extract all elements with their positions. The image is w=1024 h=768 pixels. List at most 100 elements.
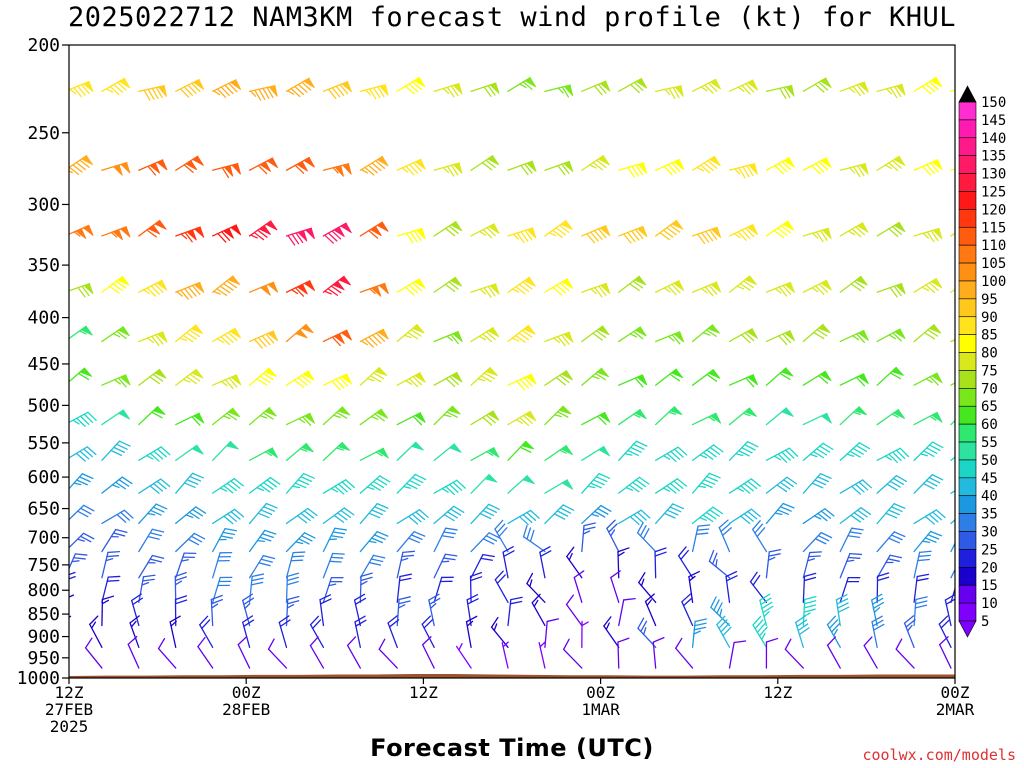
barb-feather [747,510,758,520]
barb-pennant [231,163,241,175]
wind-barb [637,617,657,648]
terrain-fill [69,674,955,678]
barb-feather [849,531,862,535]
colorbar-swatch [958,388,977,407]
wind-barb [765,407,794,426]
wind-barb [101,509,134,525]
barb-feather [188,511,200,520]
barb-feather [408,479,421,487]
barb-feather [360,340,368,346]
wind-barb [688,570,700,603]
barb-feather [191,472,204,479]
barb-pennant [296,283,308,295]
barb-feather [688,575,696,582]
barb-feather [332,167,339,174]
barb-feather [243,597,255,606]
barb-feather [179,337,188,342]
wind-barb [691,226,722,245]
barb-feather [624,452,633,456]
barb-feather [186,376,197,385]
x-tick-label: 00Z [586,683,615,702]
wind-barb [839,527,864,553]
barb-feather [637,617,645,629]
barb-feather [294,164,305,174]
barb-feather [74,553,88,556]
colorbar-swatch [958,567,977,586]
barb-feather [187,286,197,297]
wind-barb [396,531,426,553]
barb-feather [442,557,456,561]
wind-barb [728,275,757,293]
barb-feather [630,230,640,241]
barb-feather [586,233,595,244]
barb-feather [179,88,190,98]
barb-staff [895,648,915,669]
barb-pennant [784,281,796,294]
barb-feather [736,487,745,492]
barb-feather [931,473,944,481]
barb-feather [222,415,231,420]
wind-barb [728,640,747,669]
barb-feather [402,550,416,554]
barb-pennant [597,325,610,336]
barb-pennant [378,282,389,295]
barb-feather [485,414,496,424]
wind-barb [617,547,630,579]
wind-barb [876,503,906,525]
barb-pennant [487,410,500,421]
wind-barb [507,77,537,92]
barb-feather [116,330,127,340]
barb-feather [597,415,607,425]
barb-pennant [413,77,426,88]
wind-barb [101,77,131,96]
barb-feather [652,637,665,643]
barb-feather [324,234,334,244]
barb-feather [373,87,381,99]
barb-feather [259,536,272,542]
barb-feather [632,481,643,490]
x-tick-label: 2MAR [936,700,975,719]
colorbar-swatch [958,584,977,604]
barb-feather [286,576,299,582]
barb-feather [107,575,121,578]
barb-feather [642,528,650,540]
barb-feather [494,570,504,581]
wind-barb [175,532,206,553]
barb-feather [708,229,718,240]
barb-pennant [340,373,352,385]
barb-feather [744,444,756,451]
barb-pennant [342,163,352,175]
barb-feather [752,615,762,626]
barb-feather [259,484,271,493]
wind-barb [175,79,205,98]
x-axis-title: Forecast Time (UTC) [370,734,654,762]
barb-feather [335,85,345,96]
wind-barb [285,532,316,553]
barb-feather [737,86,745,92]
barb-pennant [117,326,130,337]
barb-feather [803,572,817,578]
barb-feather [360,580,368,586]
wind-barb [728,163,758,179]
barb-feather [736,285,745,290]
barb-feather [697,233,706,245]
barb-staff [652,641,657,669]
barb-feather [666,509,679,516]
barb-pennant [817,323,831,334]
barb-staff [728,641,735,669]
barb-pennant [415,228,426,240]
barb-feather [573,570,585,579]
wind-barb [396,509,429,525]
barb-feather [520,231,529,242]
wind-barb [618,597,636,627]
barb-feather [708,472,721,479]
barb-pennant [340,329,352,341]
barb-feather [819,230,828,241]
wind-barb [507,509,540,526]
wind-barb [138,446,171,462]
barb-pennant [338,275,352,286]
barb-feather [850,283,862,292]
barb-feather [290,87,301,98]
barb-feather [929,530,943,537]
wind-barb [433,330,463,345]
